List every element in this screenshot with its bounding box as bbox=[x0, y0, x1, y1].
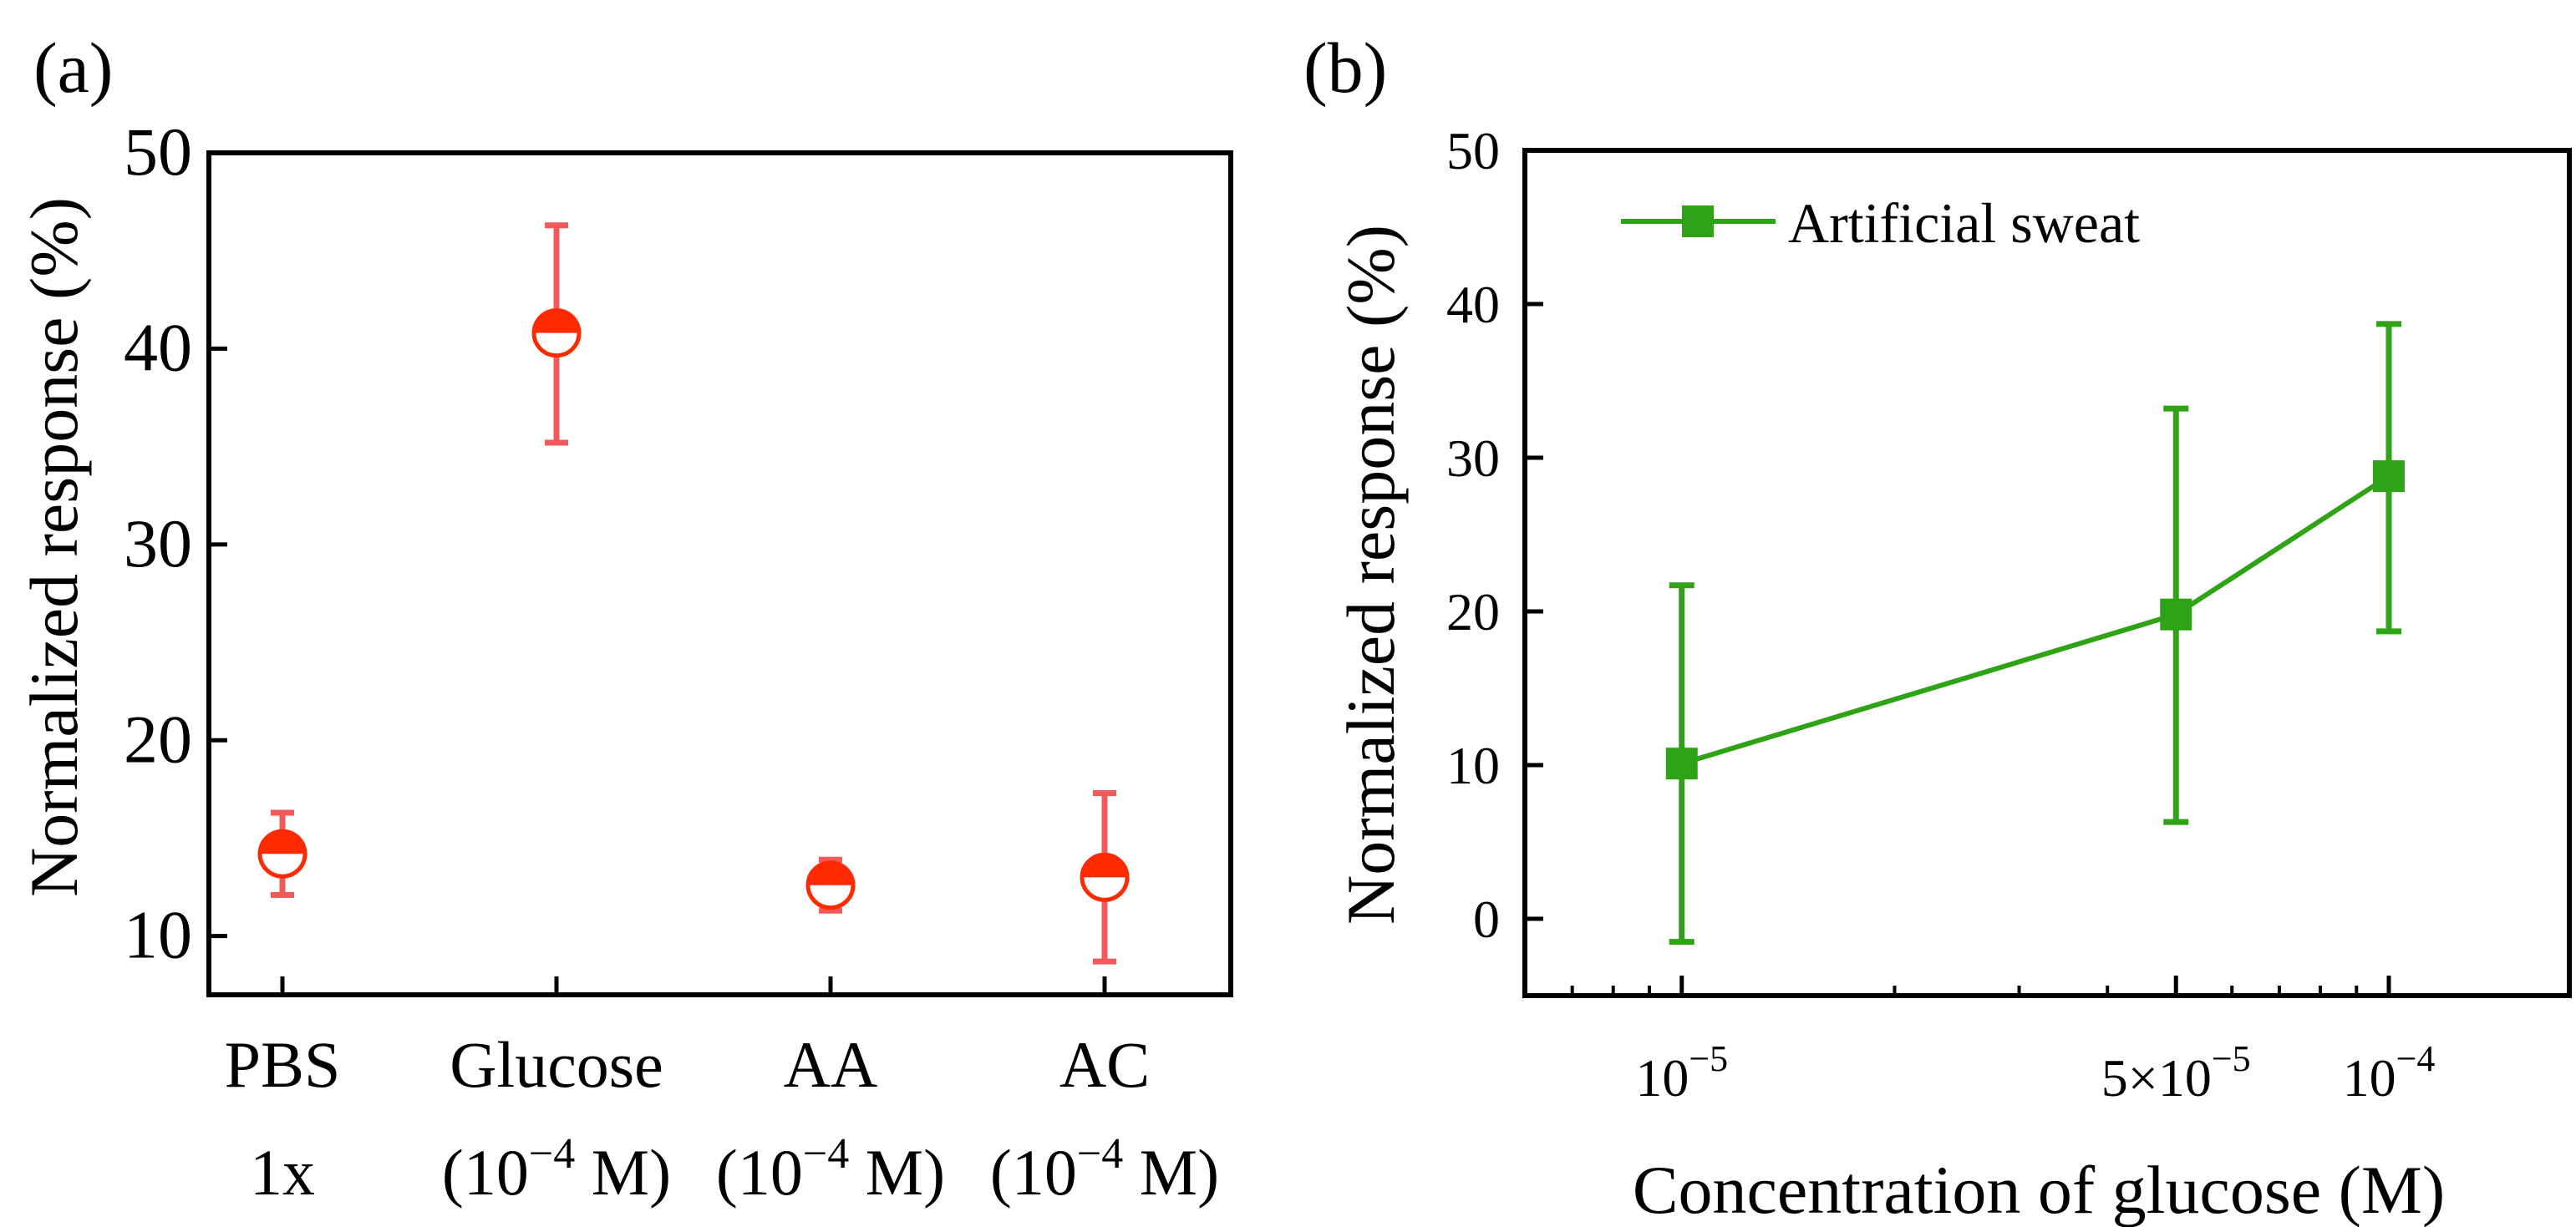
panel-b-plot-frame bbox=[1522, 148, 2572, 998]
y-tick-label: 10 bbox=[1446, 736, 1500, 795]
panel-a-data bbox=[257, 222, 1130, 965]
panel-b-data bbox=[1665, 321, 2405, 946]
panel-b-y-axis-label: Normalized response (%) bbox=[1333, 225, 1409, 925]
panel-a-plot-frame bbox=[206, 150, 1233, 997]
x-tick-sublabel: 1x bbox=[250, 1136, 315, 1209]
data-point-fill bbox=[1082, 854, 1127, 878]
panel-b-x-axis: 10−5 5×10−5 10−4 bbox=[1570, 976, 2436, 1108]
series-line bbox=[1680, 474, 2391, 767]
panel-b-y-axis: 0 10 20 30 40 50 bbox=[1446, 121, 1543, 949]
data-point bbox=[1665, 748, 1698, 780]
panel-a-label: (a) bbox=[33, 28, 113, 108]
y-tick-label: 20 bbox=[1446, 582, 1500, 641]
y-tick-label: 50 bbox=[124, 114, 192, 190]
x-tick-label: 10−5 bbox=[1635, 1038, 1728, 1108]
data-point bbox=[2160, 598, 2192, 631]
data-point-fill bbox=[260, 831, 305, 854]
x-tick-label: 10−4 bbox=[2343, 1038, 2436, 1108]
legend-label: Artificial sweat bbox=[1788, 191, 2140, 255]
legend-marker bbox=[1682, 205, 1714, 237]
y-tick-label: 40 bbox=[1446, 275, 1500, 334]
x-tick-sublabel: (10−4 M) bbox=[716, 1130, 945, 1209]
y-tick-label: 20 bbox=[124, 701, 192, 777]
x-tick-label: AC bbox=[1059, 1028, 1150, 1101]
y-tick-label: 0 bbox=[1473, 890, 1500, 949]
y-tick-label: 30 bbox=[124, 505, 192, 581]
panel-a-chart: (a) 10 20 30 40 50 PBS 1x Glucose (10−4 M) AA (10… bbox=[16, 28, 1233, 1209]
x-tick-label: AA bbox=[784, 1028, 878, 1101]
y-tick-label: 10 bbox=[124, 897, 192, 973]
x-tick-label: 5×10−5 bbox=[2101, 1038, 2251, 1108]
data-point bbox=[2372, 460, 2405, 493]
panel-a-y-axis-label: Normalized response (%) bbox=[16, 197, 92, 897]
panel-b-label: (b) bbox=[1303, 28, 1387, 108]
x-tick-label: PBS bbox=[225, 1028, 341, 1101]
x-tick-sublabel: (10−4 M) bbox=[442, 1130, 671, 1209]
x-tick-label: Glucose bbox=[450, 1028, 663, 1101]
y-tick-label: 40 bbox=[124, 309, 192, 385]
panel-b-x-axis-label: Concentration of glucose (M) bbox=[1633, 1152, 2445, 1227]
panel-a-y-axis: 10 20 30 40 50 bbox=[124, 114, 227, 973]
data-point-fill bbox=[808, 862, 853, 885]
x-tick-sublabel: (10−4 M) bbox=[990, 1130, 1219, 1209]
y-tick-label: 50 bbox=[1446, 121, 1500, 180]
data-point-fill bbox=[534, 310, 579, 333]
panel-b-chart: (b) 0 10 20 30 40 50 10−5 5×10−5 10−4 Normalize… bbox=[1303, 28, 2572, 1227]
y-tick-label: 30 bbox=[1446, 428, 1500, 488]
panel-b-legend: Artificial sweat bbox=[1621, 191, 2140, 255]
panel-a-x-axis: PBS 1x Glucose (10−4 M) AA (10−4 M) AC (10−4 M) bbox=[225, 976, 1219, 1209]
